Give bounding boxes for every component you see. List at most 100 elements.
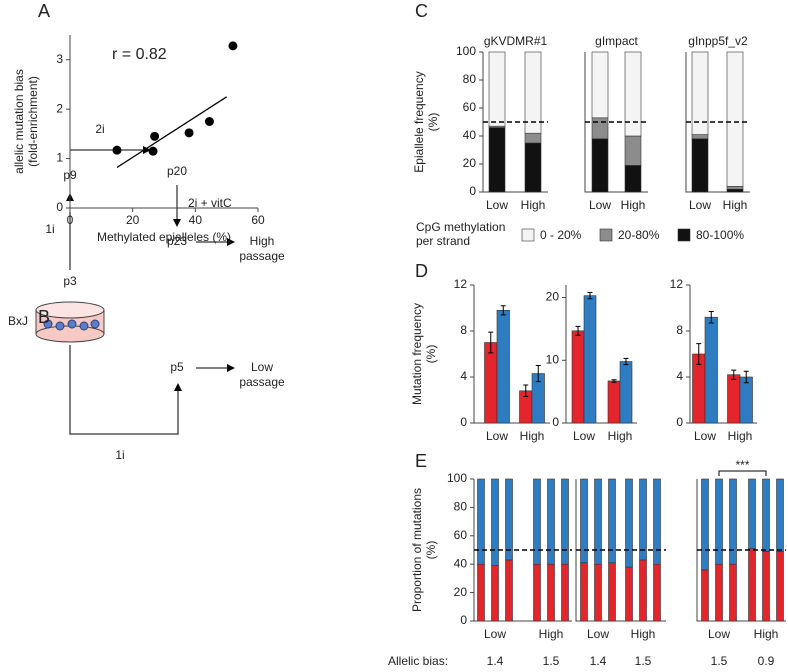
x-tick-label: 0 xyxy=(67,213,74,227)
node-label: p5 xyxy=(170,360,184,374)
legend-label: 80-100% xyxy=(696,228,744,242)
y-tick-label: 0 xyxy=(676,415,683,429)
outcome-label: passage xyxy=(239,375,285,389)
panel-label: B xyxy=(38,307,50,327)
bar-segment xyxy=(561,563,569,622)
x-tick-label: 20 xyxy=(126,213,140,227)
y-tick-label: 10 xyxy=(546,352,560,366)
x-axis-label: Methylated epialleles (%) xyxy=(97,230,231,244)
legend-label: 0 - 20% xyxy=(540,228,582,242)
bar-segment xyxy=(653,563,661,622)
bar-segment xyxy=(505,559,513,622)
error-bar xyxy=(731,369,737,380)
allelic-bias-label: Allelic bias: xyxy=(388,654,448,668)
point xyxy=(184,128,194,138)
error-bar xyxy=(611,379,617,383)
allelic-bias: 1.5 xyxy=(635,654,652,668)
y-tick-label: 3 xyxy=(56,52,63,66)
bar-segment xyxy=(715,478,723,565)
y-axis-label: (%) xyxy=(424,541,438,560)
x-tick-label: 60 xyxy=(251,213,265,227)
bar-segment xyxy=(762,551,770,622)
bar-segment xyxy=(488,127,506,193)
x-tick-label: High xyxy=(539,627,564,641)
error-bar xyxy=(743,370,749,384)
legend-swatch xyxy=(521,228,535,242)
point xyxy=(150,131,160,141)
y-tick-label: 40 xyxy=(463,128,477,142)
outcome-label: High xyxy=(250,234,275,248)
bar-segment xyxy=(491,565,499,622)
bar xyxy=(704,316,718,424)
bar-segment xyxy=(776,551,784,622)
x-tick-label: Low xyxy=(589,198,611,212)
bar-segment xyxy=(776,478,784,552)
node-label: p23 xyxy=(167,234,187,248)
bar-segment xyxy=(524,132,542,144)
edge-label: 2i + vitC xyxy=(188,196,232,210)
bar-segment xyxy=(533,563,541,622)
error-bar xyxy=(696,343,702,365)
y-tick-label: 100 xyxy=(447,471,467,485)
bar-segment xyxy=(639,559,647,622)
bar-segment xyxy=(524,142,542,193)
legend-title: per strand xyxy=(416,234,470,248)
bar xyxy=(496,309,510,424)
point xyxy=(204,117,214,126)
y-axis-label: allelic mutation bias xyxy=(12,69,26,174)
y-tick-label: 1 xyxy=(56,151,63,165)
bar-segment xyxy=(594,563,602,622)
legend-swatch xyxy=(599,228,613,242)
panel-label: A xyxy=(38,1,50,21)
bar-segment xyxy=(533,478,541,565)
bar-segment xyxy=(608,562,616,622)
y-axis-label: Epiallele frequency xyxy=(412,71,426,172)
bar-segment xyxy=(625,566,633,622)
bar-segment xyxy=(561,478,569,565)
bar-segment xyxy=(608,478,616,564)
x-tick-label: Low xyxy=(573,429,595,443)
edge-label: 1i xyxy=(45,222,54,236)
point xyxy=(228,41,238,51)
bar-segment xyxy=(691,51,709,135)
legend-label: 20-80% xyxy=(618,228,660,242)
x-tick-label: Low xyxy=(708,627,730,641)
cell xyxy=(67,319,77,329)
bar-segment xyxy=(580,562,588,622)
y-tick-label: 80 xyxy=(454,500,468,514)
y-tick-label: 20 xyxy=(546,290,560,304)
axis xyxy=(696,479,786,622)
y-axis-label: Mutation frequency xyxy=(410,303,424,405)
dish-label: BxJ xyxy=(8,314,28,328)
x-tick-label: Low xyxy=(694,429,716,443)
bar-segment xyxy=(505,478,513,561)
y-tick-label: 4 xyxy=(676,369,683,383)
x-tick-label: 40 xyxy=(189,213,203,227)
point xyxy=(112,145,122,155)
y-tick-label: 12 xyxy=(670,277,684,291)
fit-line xyxy=(116,96,228,169)
bar-segment xyxy=(591,138,609,193)
dish-top xyxy=(35,301,105,319)
x-tick-label: Low xyxy=(486,429,508,443)
y-tick-label: 0 xyxy=(469,184,476,198)
x-tick-label: High xyxy=(521,198,546,212)
bar-segment xyxy=(477,478,485,565)
y-tick-label: 20 xyxy=(463,156,477,170)
y-tick-label: 0 xyxy=(56,200,63,214)
x-tick-label: Low xyxy=(689,198,711,212)
x-tick-label: High xyxy=(520,429,545,443)
annotation: *** xyxy=(735,458,749,472)
error-bar xyxy=(708,310,714,324)
cell xyxy=(43,319,53,329)
error-bar xyxy=(488,331,494,354)
bar-segment xyxy=(729,563,737,622)
y-tick-label: 0 xyxy=(552,415,559,429)
node-label: p3 xyxy=(63,274,77,288)
bar-segment xyxy=(729,478,737,565)
y-axis-label: (fold-enrichment) xyxy=(26,76,40,167)
panel-label: E xyxy=(415,451,427,471)
bar-segment xyxy=(748,548,756,622)
allelic-bias: 1.5 xyxy=(711,654,728,668)
